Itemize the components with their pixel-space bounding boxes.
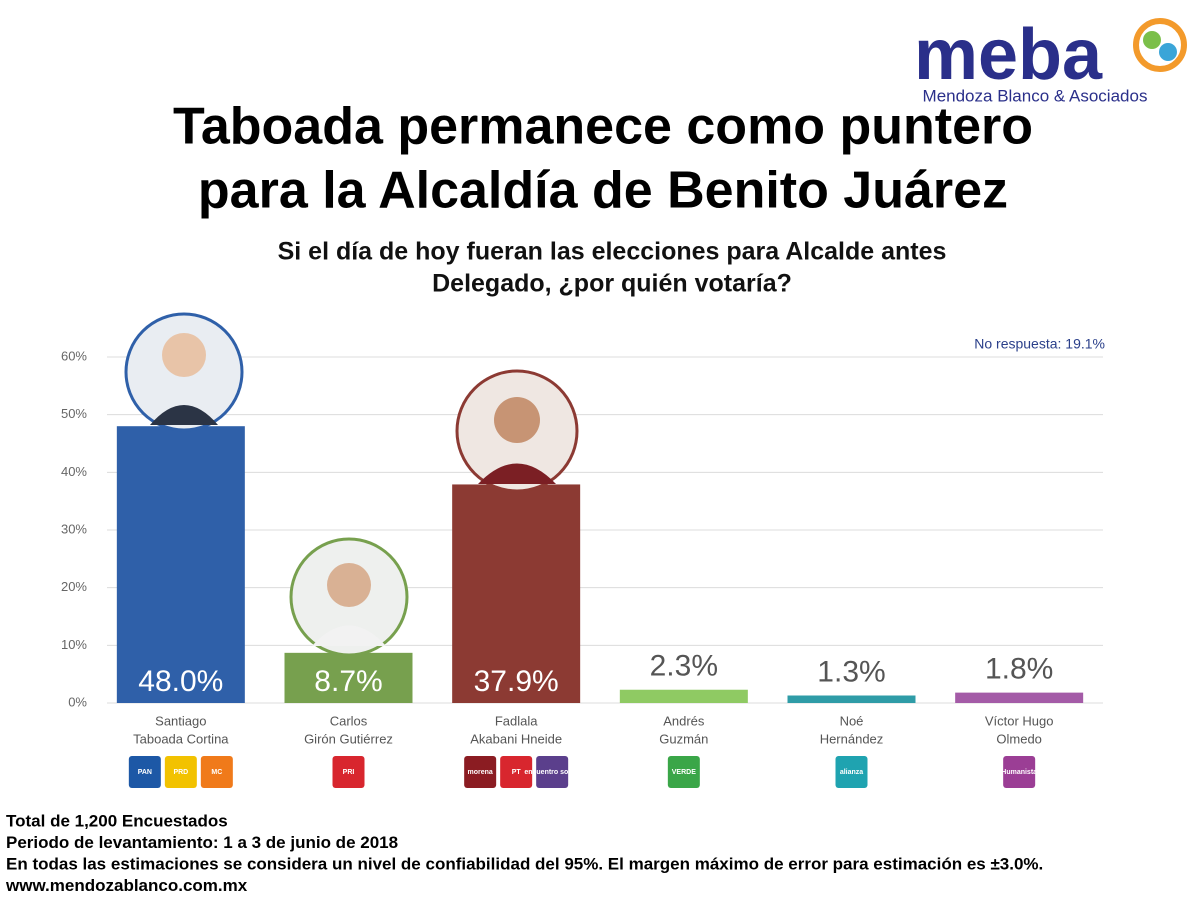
subtitle-line: Si el día de hoy fueran las elecciones p… <box>278 238 947 266</box>
brand-icon <box>1133 18 1187 72</box>
party-logo <box>835 756 868 788</box>
x-tick-label: Andrés <box>663 713 705 728</box>
value-label: 1.3% <box>817 655 885 688</box>
x-tick-label: Akabani Hneide <box>470 731 562 746</box>
party-logo-label: MC <box>211 769 222 776</box>
subtitle-line: Delegado, ¿por quién votaría? <box>432 270 792 298</box>
footer-line: En todas las estimaciones se considera u… <box>6 854 1043 873</box>
brand-name: meba <box>914 15 1103 95</box>
footer-line: Periodo de levantamiento: 1 a 3 de junio… <box>6 833 398 852</box>
party-logo-label: PT <box>512 769 522 776</box>
x-tick-label: Girón Gutiérrez <box>304 731 393 746</box>
party-logo <box>536 756 569 788</box>
x-tick-label: Carlos <box>330 713 368 728</box>
x-tick-label: Noé <box>840 713 864 728</box>
party-logo-label: alianza <box>840 769 863 776</box>
annotation: No respuesta: 19.1% <box>974 336 1105 352</box>
party-logo <box>332 756 365 788</box>
y-tick-label: 50% <box>61 406 87 421</box>
title-line: Taboada permanece como puntero <box>173 98 1033 156</box>
value-label: 37.9% <box>474 665 559 698</box>
party-logo <box>667 756 700 788</box>
bar <box>955 692 1084 703</box>
x-tick-label: Guzmán <box>659 731 708 746</box>
x-tick-label: Hernández <box>820 731 884 746</box>
value-label: 8.7% <box>314 665 382 698</box>
value-label: 48.0% <box>138 665 223 698</box>
y-tick-label: 60% <box>61 348 87 363</box>
brand-tagline: Mendoza Blanco & Asociados <box>923 86 1148 105</box>
x-tick-label: Víctor Hugo <box>985 713 1054 728</box>
x-tick-label: Taboada Cortina <box>133 731 229 746</box>
party-logo-label: Humanista <box>1001 769 1037 776</box>
party-logo-label: PRI <box>343 769 355 776</box>
bar <box>284 652 413 703</box>
party-logo <box>500 756 533 788</box>
y-tick-label: 20% <box>61 579 87 594</box>
bar <box>787 695 916 703</box>
footer-line: Total de 1,200 Encuestados <box>6 811 228 830</box>
party-logo <box>464 756 497 788</box>
x-tick-label: Santiago <box>155 713 206 728</box>
candidate-photos <box>124 312 579 657</box>
party-logo-label: VERDE <box>672 769 696 776</box>
value-label: 2.3% <box>650 650 718 683</box>
bar <box>619 689 748 703</box>
y-tick-label: 40% <box>61 464 87 479</box>
x-tick-label: Olmedo <box>996 731 1042 746</box>
party-logo-label: PRD <box>173 769 188 776</box>
party-logo-label: morena <box>468 769 493 776</box>
bar <box>116 426 245 703</box>
x-tick-label: Fadlala <box>495 713 538 728</box>
footer-line: www.mendozablanco.com.mx <box>5 876 248 895</box>
party-logo <box>200 756 233 788</box>
value-label: 1.8% <box>985 653 1053 686</box>
party-logo <box>128 756 161 788</box>
y-tick-label: 10% <box>61 637 87 652</box>
footer: Total de 1,200 Encuestados Periodo de lev… <box>5 811 1043 895</box>
plot: 0% 10% 20% 30% 40% 50% 60% Santiago Taboada Cort… <box>61 348 1103 788</box>
party-logo-label: encuentro social <box>524 769 580 776</box>
y-tick-label: 30% <box>61 521 87 536</box>
party-logo-label: PAN <box>138 769 152 776</box>
y-tick-label: 0% <box>68 694 87 709</box>
title-line: para la Alcaldía de Benito Juárez <box>198 162 1008 220</box>
party-logo <box>1003 756 1036 788</box>
party-logo <box>164 756 197 788</box>
bar <box>452 484 581 703</box>
